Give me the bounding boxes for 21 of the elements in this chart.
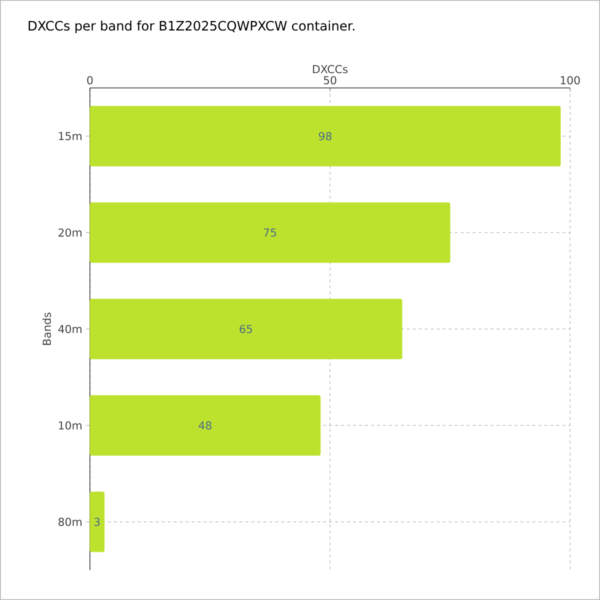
x-axis-title: DXCCs xyxy=(313,64,348,74)
bar xyxy=(90,106,561,166)
bar xyxy=(90,202,450,263)
chart-title: DXCCs per band for B1Z2025CQWPXCW container. xyxy=(28,20,354,34)
data-label: 75 xyxy=(264,228,276,237)
x-tick-label: 100 xyxy=(560,76,580,84)
data-label: 98 xyxy=(318,132,332,140)
x-tick-label: 0 xyxy=(87,76,93,84)
y-tick-label: 40m xyxy=(58,324,82,334)
x-tick-label: 50 xyxy=(324,76,336,84)
y-tick-label: 80m xyxy=(58,518,82,526)
bar xyxy=(90,298,402,360)
y-tick-label: 20m xyxy=(58,228,82,237)
y-axis-title: Bands xyxy=(42,312,51,345)
data-label: 48 xyxy=(198,421,212,430)
data-label: 65 xyxy=(240,324,252,334)
data-label: 3 xyxy=(94,518,100,526)
bar xyxy=(90,492,105,552)
bar xyxy=(90,395,321,456)
y-tick-label: 10m xyxy=(58,421,82,430)
y-tick-label: 15m xyxy=(58,132,82,140)
